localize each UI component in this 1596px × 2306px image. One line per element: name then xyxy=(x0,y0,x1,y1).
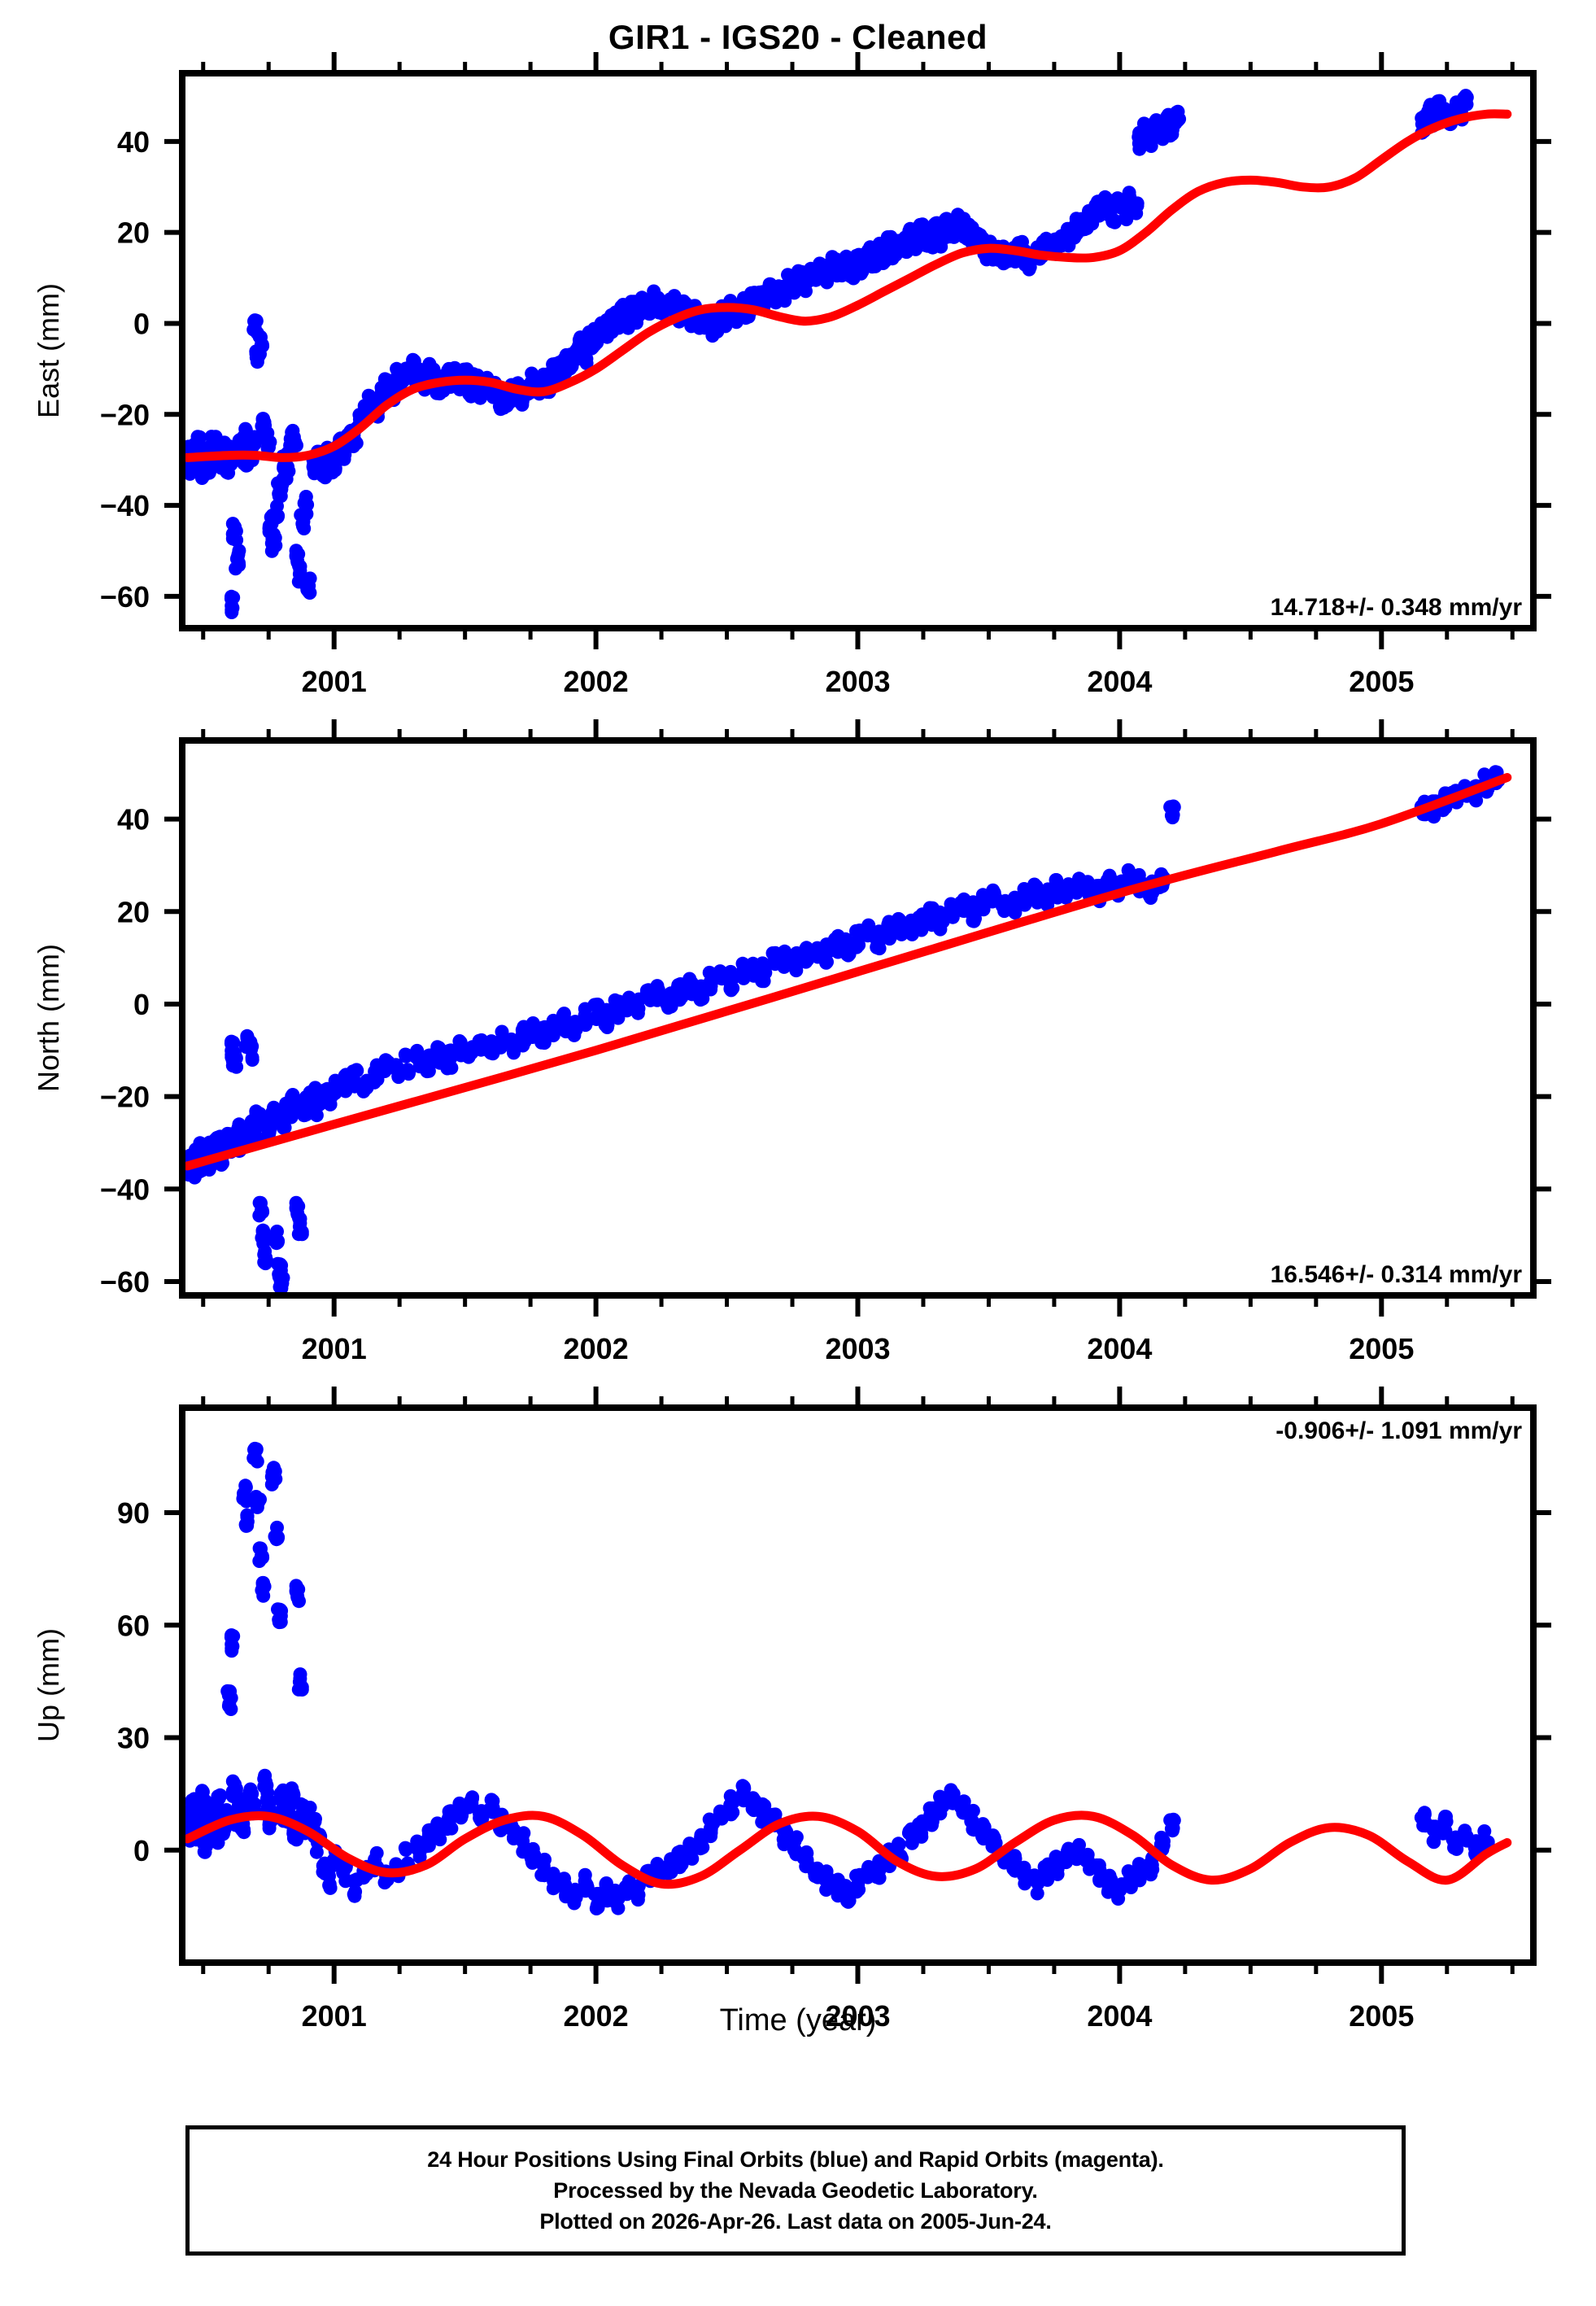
y-tick-label: −60 xyxy=(100,1265,150,1299)
x-tick-label: 2003 xyxy=(825,1999,890,2033)
data-layer xyxy=(182,89,1512,619)
rate-annotation-east: 14.718+/- 0.348 mm/yr xyxy=(1271,594,1523,621)
data-layer xyxy=(182,1441,1512,1915)
x-tick-label: 2004 xyxy=(1087,665,1152,698)
x-tick-label: 2001 xyxy=(302,665,367,698)
footer-line-1: 24 Hour Positions Using Final Orbits (bl… xyxy=(427,2147,1164,2172)
plot-up: 90 60 30 0 2001 2002 2003 2004 2005 Up (mm) -0.906… xyxy=(32,1387,1551,2033)
panel-north: 40 20 0 −20 −40 −60 2001 2002 2003 2004 2005 North … xyxy=(0,716,1596,1365)
y-tick-label: 90 xyxy=(117,1496,150,1530)
y-tick-label: 0 xyxy=(133,1834,150,1867)
x-tick-label: 2005 xyxy=(1349,1999,1414,2033)
x-tick-label: 2002 xyxy=(564,1332,629,1365)
x-tick-label: 2001 xyxy=(302,1999,367,2033)
y-tick-label: −20 xyxy=(100,1081,150,1114)
y-axis-title: East (mm) xyxy=(32,283,65,418)
y-axis-east: 40 20 0 −20 −40 −60 xyxy=(100,125,1551,614)
y-tick-label: −60 xyxy=(100,580,150,614)
x-tick-label: 2003 xyxy=(825,665,890,698)
x-tick-label: 2001 xyxy=(302,1332,367,1365)
y-tick-label: −20 xyxy=(100,398,150,431)
plot-frame xyxy=(179,70,1537,631)
rate-annotation-north: 16.546+/- 0.314 mm/yr xyxy=(1271,1261,1523,1288)
plot-north: 40 20 0 −20 −40 −60 2001 2002 2003 2004 2005 North … xyxy=(32,719,1551,1365)
x-axis-title: Time (year) xyxy=(719,2003,877,2037)
trend-line-north xyxy=(182,773,1512,1171)
y-axis-up: 90 60 30 0 xyxy=(117,1496,1551,1867)
y-tick-label: 30 xyxy=(117,1722,150,1755)
trend-line-up xyxy=(182,1810,1512,1889)
y-tick-label: −40 xyxy=(100,1173,150,1206)
rate-annotation-up: -0.906+/- 1.091 mm/yr xyxy=(1275,1417,1522,1444)
x-tick-label: 2004 xyxy=(1087,1999,1152,2033)
plot-east: 40 20 0 −20 −40 −60 2001 2002 2003 2004 2005 East (… xyxy=(32,52,1551,698)
footer-note-box: 24 Hour Positions Using Final Orbits (bl… xyxy=(185,2125,1406,2256)
y-tick-label: 20 xyxy=(117,216,150,250)
x-axis-north: 2001 2002 2003 2004 2005 xyxy=(201,719,1515,1365)
x-tick-label: 2002 xyxy=(564,665,629,698)
trend-line-east xyxy=(182,109,1512,462)
page-title: GIR1 - IGS20 - Cleaned xyxy=(608,18,988,56)
panel-up: 90 60 30 0 2001 2002 2003 2004 2005 Up (mm) -0.906… xyxy=(0,1383,1596,2033)
x-tick-label: 2002 xyxy=(564,1999,629,2033)
x-tick-label: 2005 xyxy=(1349,1332,1414,1365)
plot-frame xyxy=(179,737,1537,1299)
y-tick-label: 0 xyxy=(133,988,150,1021)
x-axis-east: 2001 2002 2003 2004 2005 xyxy=(201,52,1515,698)
x-tick-label: 2005 xyxy=(1349,665,1414,698)
x-axis-up: 2001 2002 2003 2004 2005 xyxy=(201,1387,1515,2033)
scatter-points-north xyxy=(182,765,1506,1295)
footer-line-2: Processed by the Nevada Geodetic Laborat… xyxy=(553,2177,1038,2203)
y-tick-label: −40 xyxy=(100,489,150,522)
y-tick-label: 40 xyxy=(117,125,150,159)
scatter-points-east xyxy=(182,89,1474,619)
y-axis-title: North (mm) xyxy=(32,944,65,1092)
panel-east: 40 20 0 −20 −40 −60 2001 2002 2003 2004 2005 East (… xyxy=(0,49,1596,698)
y-axis-north: 40 20 0 −20 −40 −60 xyxy=(100,803,1551,1299)
y-tick-label: 20 xyxy=(117,895,150,928)
data-layer xyxy=(182,765,1512,1295)
y-tick-label: 40 xyxy=(117,803,150,836)
y-axis-title: Up (mm) xyxy=(32,1628,65,1742)
x-tick-label: 2003 xyxy=(825,1332,890,1365)
footer-line-3: Plotted on 2026-Apr-26. Last data on 200… xyxy=(539,2209,1052,2234)
y-tick-label: 0 xyxy=(133,307,150,340)
x-tick-label: 2004 xyxy=(1087,1332,1152,1365)
y-tick-label: 60 xyxy=(117,1609,150,1642)
